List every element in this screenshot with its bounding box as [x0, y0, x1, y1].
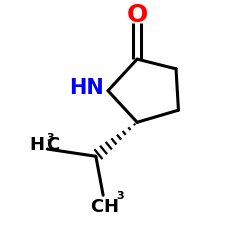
Text: 3: 3: [46, 133, 54, 143]
Text: C: C: [46, 136, 59, 154]
Text: O: O: [126, 4, 148, 28]
Text: C: C: [90, 198, 103, 216]
Text: HN: HN: [70, 78, 104, 98]
Text: H: H: [103, 198, 118, 216]
Text: H: H: [30, 136, 45, 154]
Text: 3: 3: [116, 191, 124, 201]
